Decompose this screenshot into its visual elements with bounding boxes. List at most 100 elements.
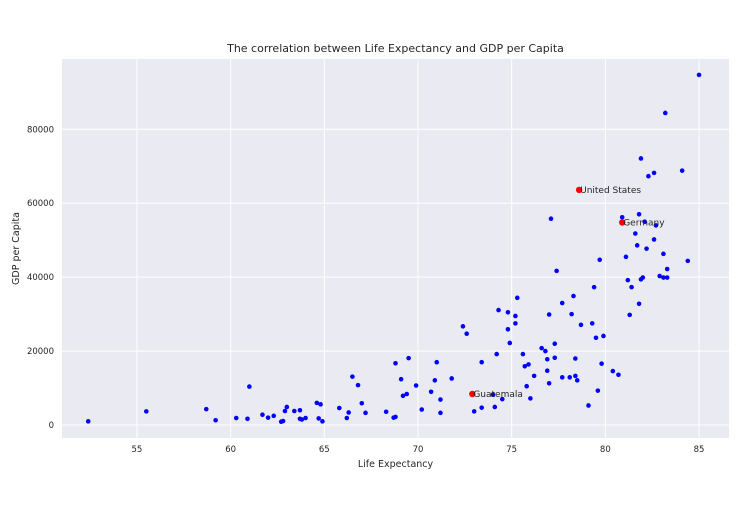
data-point bbox=[634, 243, 640, 248]
highlight-point bbox=[575, 186, 583, 194]
x-tick-label: 55 bbox=[132, 445, 143, 455]
data-point bbox=[636, 301, 642, 307]
data-point bbox=[213, 417, 218, 423]
chart-title: The correlation between Life Expectancy … bbox=[226, 42, 564, 55]
data-point bbox=[629, 284, 634, 290]
data-point bbox=[464, 331, 469, 337]
data-point bbox=[662, 110, 668, 116]
data-point bbox=[479, 405, 484, 410]
data-point bbox=[494, 351, 499, 357]
data-point bbox=[578, 322, 584, 328]
data-point bbox=[316, 416, 321, 421]
data-point bbox=[299, 417, 305, 422]
data-point bbox=[398, 376, 404, 382]
data-point bbox=[359, 400, 365, 406]
data-point bbox=[404, 391, 410, 397]
y-tick-label: 0 bbox=[49, 421, 54, 431]
data-point bbox=[314, 400, 320, 406]
y-tick-label: 20000 bbox=[27, 347, 54, 357]
x-axis-label: Life Expectancy bbox=[358, 459, 434, 470]
data-point bbox=[644, 246, 649, 251]
data-point bbox=[554, 268, 559, 274]
data-point bbox=[601, 333, 606, 339]
data-point bbox=[265, 415, 271, 420]
data-point bbox=[284, 404, 290, 410]
data-point bbox=[520, 351, 526, 357]
data-point bbox=[548, 216, 554, 222]
plot-area bbox=[62, 59, 729, 438]
x-tick-label: 65 bbox=[319, 445, 330, 455]
data-point bbox=[544, 356, 550, 362]
data-point bbox=[552, 355, 558, 361]
data-point bbox=[573, 356, 578, 361]
data-point bbox=[616, 372, 621, 378]
data-point bbox=[543, 348, 548, 354]
data-point bbox=[490, 392, 496, 398]
data-point bbox=[260, 412, 265, 418]
data-point bbox=[646, 173, 651, 179]
data-point bbox=[638, 156, 644, 161]
data-point bbox=[492, 404, 498, 410]
highlight-point bbox=[619, 219, 626, 226]
data-point bbox=[383, 409, 389, 415]
data-point bbox=[571, 293, 576, 299]
data-point bbox=[640, 275, 646, 280]
data-point bbox=[573, 373, 578, 379]
data-point bbox=[546, 380, 552, 386]
data-point bbox=[528, 396, 533, 401]
data-point bbox=[432, 378, 438, 383]
data-point bbox=[303, 415, 308, 421]
data-points bbox=[85, 72, 702, 425]
data-point bbox=[524, 383, 529, 389]
data-point bbox=[623, 254, 629, 260]
data-point bbox=[544, 368, 550, 374]
data-point bbox=[546, 312, 552, 317]
data-point bbox=[336, 405, 342, 411]
data-point bbox=[438, 397, 443, 402]
data-point bbox=[664, 275, 670, 280]
data-point bbox=[567, 375, 573, 380]
data-point bbox=[428, 389, 434, 395]
data-point bbox=[627, 312, 632, 318]
data-point bbox=[526, 362, 531, 367]
data-point bbox=[574, 378, 580, 383]
data-point bbox=[610, 368, 616, 374]
data-point bbox=[393, 414, 398, 420]
data-point bbox=[513, 321, 518, 326]
data-point bbox=[591, 284, 597, 290]
x-tick-label: 70 bbox=[413, 445, 424, 455]
data-point bbox=[589, 321, 595, 326]
data-point bbox=[653, 223, 659, 228]
data-point bbox=[599, 361, 604, 366]
x-tick-label: 85 bbox=[694, 445, 705, 455]
data-point bbox=[597, 257, 603, 263]
highlight-point bbox=[469, 390, 476, 398]
data-point bbox=[419, 407, 425, 412]
data-point bbox=[531, 373, 537, 379]
data-point bbox=[203, 406, 209, 412]
x-tick-label: 75 bbox=[506, 445, 517, 455]
data-point bbox=[552, 341, 558, 347]
data-point bbox=[657, 273, 662, 279]
data-point bbox=[633, 231, 638, 236]
data-point bbox=[569, 311, 574, 317]
y-tick-labels: 0 20000 40000 60000 80000 bbox=[27, 125, 54, 431]
y-tick-label: 80000 bbox=[27, 125, 54, 135]
x-tick-label: 60 bbox=[225, 445, 236, 455]
data-point bbox=[559, 300, 565, 306]
data-point bbox=[280, 418, 286, 424]
data-point bbox=[434, 359, 440, 365]
data-point bbox=[559, 375, 565, 380]
data-point bbox=[449, 376, 455, 381]
data-point bbox=[393, 361, 398, 366]
data-point bbox=[292, 408, 297, 414]
data-point bbox=[413, 383, 419, 388]
data-point bbox=[438, 410, 443, 416]
x-tick-labels: 55 60 65 70 75 80 85 bbox=[132, 445, 705, 455]
highlight-label: Guatemala bbox=[473, 390, 523, 400]
data-point bbox=[505, 326, 511, 332]
data-point bbox=[499, 396, 505, 402]
data-point bbox=[685, 258, 691, 264]
data-point bbox=[400, 393, 406, 399]
data-point bbox=[496, 307, 501, 313]
